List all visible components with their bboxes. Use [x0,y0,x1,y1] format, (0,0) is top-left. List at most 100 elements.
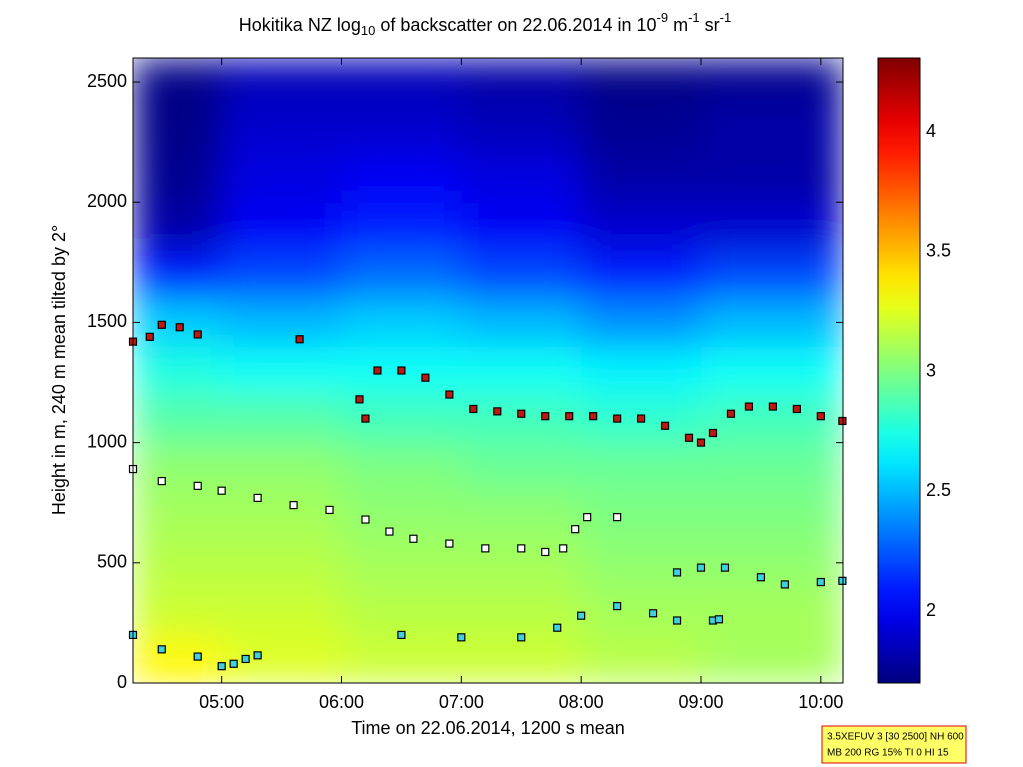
heatmap-cell [461,154,582,203]
heatmap-cell [461,250,582,299]
layer-point [559,544,568,553]
heatmap-cell [341,106,462,155]
layer-point [636,414,646,423]
layer-point [397,630,406,640]
axes: 05:00 06:00 07:00 08:00 09:00 10:00 0 500 1000 15… [87,58,951,712]
layer-point [517,409,526,418]
title-superscript: -1 [720,10,732,25]
layer-point [217,662,226,671]
layer-point [289,501,298,510]
heatmap-cell [221,298,343,347]
layer-point [217,486,226,495]
annotation-line: 3.5XEFUV 3 [30 2500] NH 600 [827,732,964,743]
heatmap-cells [133,58,843,683]
heatmap-cell [221,490,343,540]
layer-point [157,476,166,486]
heatmap-cell [701,442,843,492]
colorbar-tick-label: 4 [926,121,936,141]
colorbar-tick-label: 3 [926,360,936,380]
heatmap-cell [221,538,343,588]
heatmap-cell [581,346,702,396]
heatmap-cell [341,634,462,683]
heatmap-cell [581,586,702,636]
heatmap-cell [581,634,702,683]
annotation-line: MB 200 RG 15% TI 0 HI 15 [827,748,949,759]
layer-point [696,563,706,572]
layer-point [756,573,766,582]
layer-point [355,395,364,404]
layer-points [128,320,847,671]
heatmap-cell [581,538,702,588]
heatmap-cell [133,442,223,492]
layer-point [517,544,526,553]
layer-point [421,373,430,382]
heatmap-cell [133,634,223,683]
heatmap-cell [461,106,582,155]
layer-point [361,414,370,423]
heatmap-cell [133,394,223,444]
layer-point [445,390,454,399]
layer-point [660,421,670,430]
layer-point [613,513,622,522]
heatmap-cell [221,394,343,444]
y-axis-label: Height in m, 240 m mean tilted by 2° [49,225,69,515]
layer-point [780,580,789,589]
layer-point [241,654,250,664]
layer-point [672,616,682,625]
heatmap-cell [701,202,843,251]
layer-point [457,633,466,642]
title-superscript: -1 [688,10,700,25]
heatmap-cell [133,490,223,540]
heatmap-cell [461,394,582,444]
layer-point [816,412,825,421]
layer-point [175,323,184,332]
heatmap-cell [341,298,462,347]
heatmap-cell [221,106,343,155]
layer-point [373,366,382,375]
title-part: m [668,15,688,35]
heatmap-cell [461,490,582,540]
y-tick-label: 2500 [87,71,127,91]
heatmap-cell [461,202,582,251]
heatmap-cell [341,586,462,636]
layer-point [553,623,562,632]
layer-point [481,544,490,553]
layer-point [253,493,262,503]
x-tick-label: 10:00 [798,692,843,712]
heatmap-cell [133,538,223,588]
layer-point [792,404,801,414]
y-tick-label: 1000 [87,431,127,451]
heatmap-cell [461,298,582,347]
heatmap-cell [341,154,462,203]
x-tick-label: 05:00 [199,692,244,712]
heatmap-cell [581,442,702,492]
plot-frame [132,57,844,684]
heatmap-cell [461,58,582,107]
layer-point [541,547,550,557]
heatmap-cell [581,490,702,540]
layer-point [589,412,598,421]
layer-point [696,438,706,447]
layer-point [253,651,262,660]
heatmap-cell [701,106,843,155]
layer-point [229,659,238,668]
heatmap-cell [221,202,343,251]
annotation-box [821,725,967,764]
layer-point [613,601,622,611]
layer-point [295,335,304,344]
heatmap-cell [581,202,702,251]
title-superscript: -9 [657,10,669,25]
heatmap-cell [341,58,462,107]
title-part: of backscatter on 22.06.2014 in 10 [375,15,656,35]
layer-point [493,407,502,416]
heatmap-cell [221,634,343,683]
heatmap-cell [133,106,223,155]
heatmap-cell [341,202,462,251]
heatmap-cell [133,346,223,396]
heatmap-cell [701,250,843,299]
layer-point [565,412,574,421]
heatmap-cell [133,250,223,299]
layer-point [361,515,370,524]
layer-point [385,527,394,536]
